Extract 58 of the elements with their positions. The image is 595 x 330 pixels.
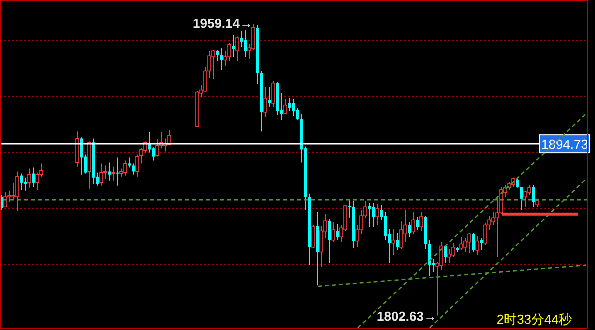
candlestick — [16, 171, 20, 212]
candlestick — [220, 48, 223, 71]
candlestick — [412, 211, 416, 235]
candlestick — [348, 200, 351, 219]
ref-line-label: 1894.73 — [542, 137, 588, 152]
candlestick — [476, 236, 480, 256]
candlestick — [392, 228, 396, 256]
candlestick — [288, 98, 291, 112]
candlestick — [468, 232, 472, 254]
candlestick — [128, 157, 131, 168]
annotation: 1959.14→ — [193, 16, 253, 31]
candlestick — [28, 168, 32, 188]
candlestick — [80, 137, 83, 176]
candlestick — [20, 173, 23, 190]
candlestick — [420, 211, 424, 232]
candlestick — [228, 42, 232, 62]
candlestick — [108, 162, 111, 182]
candlestick — [32, 167, 35, 188]
candlestick — [312, 224, 316, 249]
candlestick — [244, 30, 247, 58]
candlestick — [332, 222, 336, 243]
candlestick — [368, 202, 371, 228]
candlestick — [272, 80, 276, 108]
candlestick — [376, 203, 380, 226]
candlestick — [328, 218, 331, 264]
annotation: 2时33分44秒 — [496, 312, 572, 327]
candlestick — [216, 50, 219, 62]
candlestick — [444, 244, 447, 264]
candlestick — [212, 50, 216, 80]
candlestick — [428, 240, 431, 277]
candlestick — [384, 211, 387, 241]
candlestick — [268, 86, 271, 108]
candlestick — [24, 177, 27, 192]
candlestick — [124, 160, 128, 176]
candlestick — [516, 177, 519, 188]
candlestick — [4, 192, 8, 208]
candlestick — [396, 232, 399, 251]
candlestick — [264, 86, 268, 118]
candlestick — [284, 98, 288, 115]
candlestick — [336, 224, 339, 241]
candlestick — [460, 236, 464, 251]
candlestick — [532, 184, 535, 208]
candlestick — [236, 36, 240, 62]
candlestick — [152, 147, 155, 162]
candlestick — [480, 238, 483, 251]
candlestick — [100, 163, 104, 186]
candlestick — [112, 166, 116, 182]
candlestick — [372, 202, 375, 228]
candlestick — [132, 163, 135, 176]
candlestick — [232, 34, 235, 58]
candlestick — [116, 157, 119, 186]
candlestick — [408, 222, 411, 238]
candlestick — [240, 30, 243, 48]
candlestick — [520, 186, 523, 211]
annotation: 1802.63→ — [377, 308, 437, 324]
candlestick — [292, 98, 295, 118]
candlestick — [416, 216, 419, 231]
candlestick — [472, 232, 475, 253]
